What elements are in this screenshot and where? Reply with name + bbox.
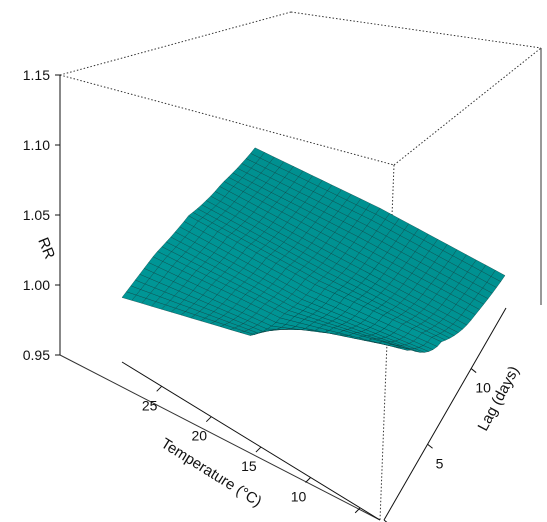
temperature-tick-label: 15 bbox=[241, 458, 257, 474]
lag-tick-mark bbox=[427, 443, 433, 449]
box-edge bbox=[290, 11, 542, 49]
temperature-tick-mark bbox=[354, 507, 361, 514]
temperature-tick-mark bbox=[156, 385, 163, 392]
lag-tick-label: 5 bbox=[436, 455, 444, 471]
rr-axis: 0.95 1.00 1.05 1.10 1.15 bbox=[23, 67, 61, 363]
temperature-axis-line bbox=[121, 361, 381, 521]
box-edge bbox=[59, 74, 395, 166]
lag-axis-label: Lag (days) bbox=[475, 363, 523, 434]
temperature-tick-mark bbox=[205, 416, 212, 423]
temperature-tick-label: 5 bbox=[344, 519, 352, 522]
lag-axis-line bbox=[383, 307, 507, 521]
temperature-axis: 25 20 15 10 5 bbox=[121, 361, 381, 522]
response-surface bbox=[121, 147, 506, 353]
lag-tick-label: 10 bbox=[475, 380, 491, 396]
lag-tick-mark bbox=[470, 368, 477, 373]
rr-tick-label: 1.10 bbox=[23, 137, 50, 153]
rr-tick-label: 1.05 bbox=[23, 207, 50, 223]
lag-tick-mark bbox=[383, 519, 388, 522]
temperature-tick-label: 10 bbox=[291, 488, 307, 504]
box-edge bbox=[393, 47, 542, 166]
plot-box-back-edges bbox=[59, 11, 542, 521]
temperature-tick-mark bbox=[255, 446, 262, 453]
box-edge bbox=[59, 354, 381, 521]
temperature-tick-label: 20 bbox=[192, 428, 208, 444]
box-edge bbox=[59, 11, 292, 76]
rr-tick-label: 0.95 bbox=[23, 347, 50, 363]
surface-facet bbox=[490, 270, 506, 282]
rr-tick-label: 1.00 bbox=[23, 277, 50, 293]
temperature-tick-mark bbox=[305, 477, 311, 483]
rr-axis-label: RR bbox=[34, 235, 58, 262]
rr-tick-label: 1.15 bbox=[23, 67, 50, 83]
temperature-tick-label: 25 bbox=[142, 397, 158, 413]
